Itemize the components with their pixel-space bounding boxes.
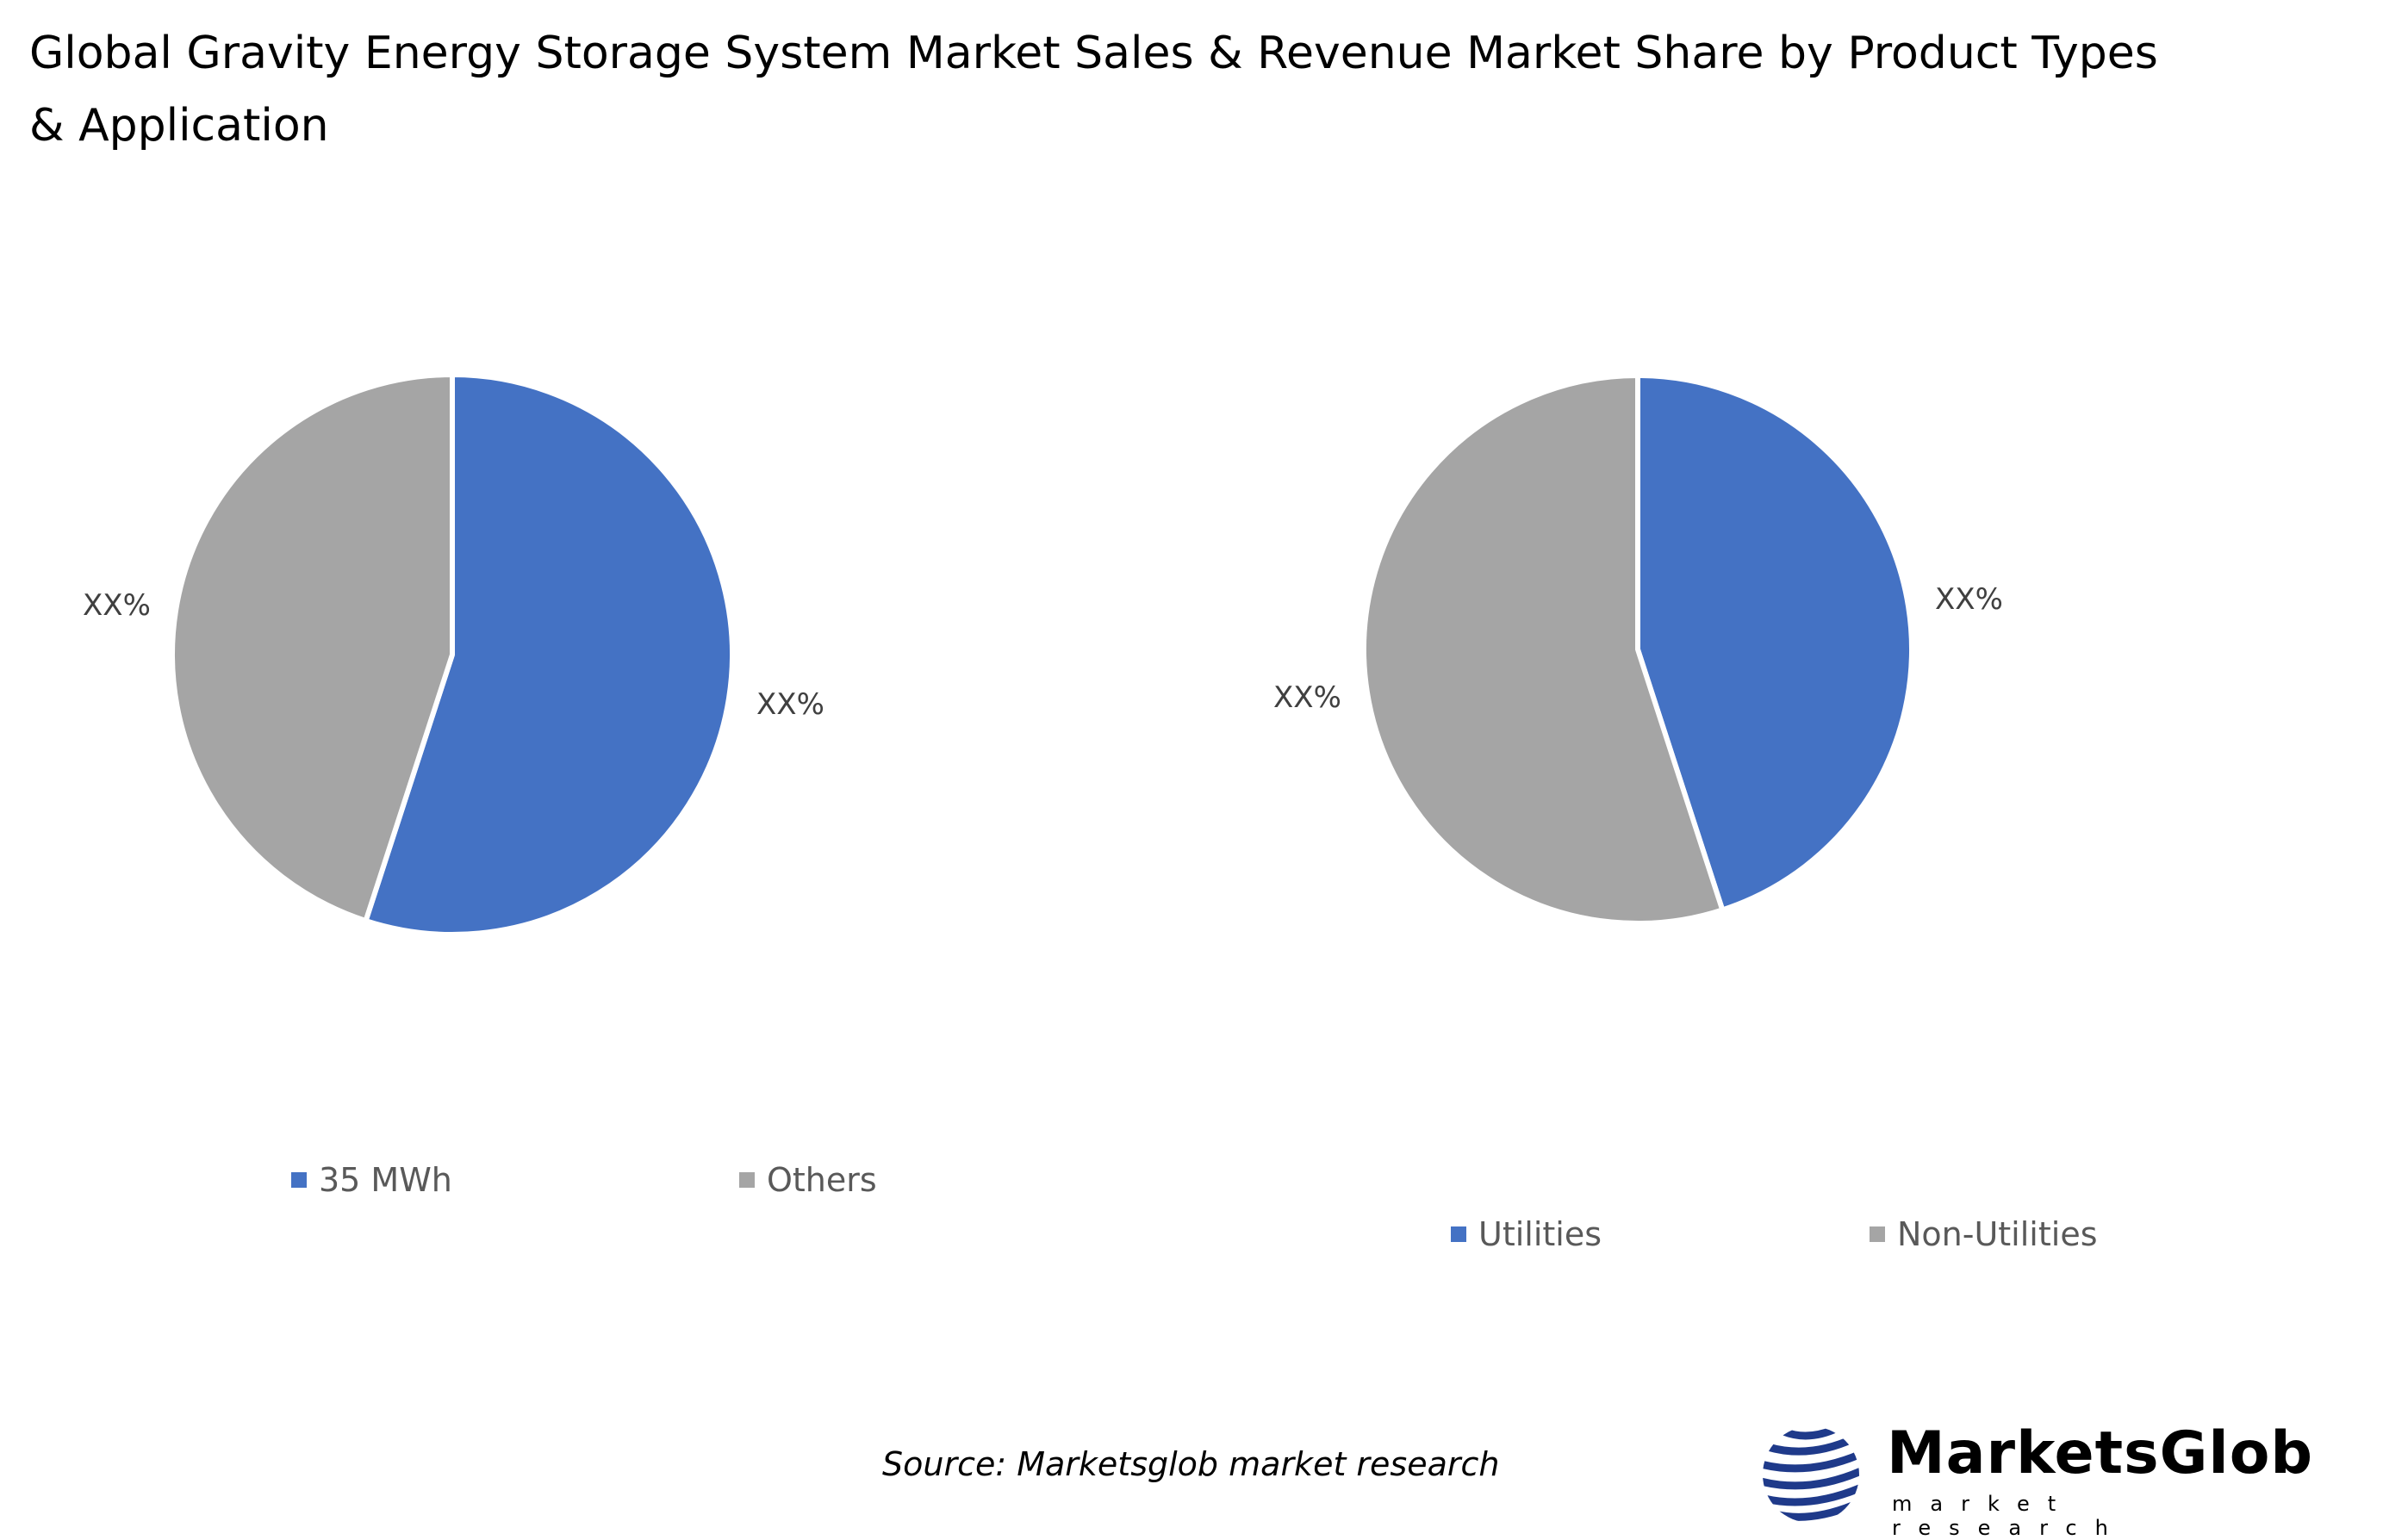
logo-brand: MarketsGlob [1887,1419,2314,1487]
legend-item-35mwh[interactable]: 35 MWh [291,1161,452,1199]
legend-swatch-blue-icon [1451,1226,1466,1242]
legend-label: Utilities [1478,1215,1602,1253]
pie-chart-product-types [170,372,736,937]
pie-slice-35mwh[interactable] [363,372,736,937]
legend-swatch-grey-icon [739,1172,755,1188]
pie-slice-others[interactable] [170,372,455,924]
pie-slice-utilities[interactable] [1635,373,1915,913]
legend-item-others[interactable]: Others [739,1161,877,1199]
pie-chart-application [1361,373,1915,926]
legend-item-utilities[interactable]: Utilities [1451,1215,1602,1253]
legend-swatch-blue-icon [291,1172,307,1188]
legend-label: Others [767,1161,877,1199]
pie-slice-non-utilities[interactable] [1361,373,1726,926]
legend-label: Non-Utilities [1897,1215,2098,1253]
data-label-35mwh: XX% [756,687,824,722]
page-title: Global Gravity Energy Storage System Mar… [29,17,2355,162]
source-note: Source: Marketsglob market research [882,1445,1500,1483]
legend-swatch-grey-icon [1870,1226,1885,1242]
legend-item-non-utilities[interactable]: Non-Utilities [1870,1215,2098,1253]
title-line-2: & Application [29,100,329,152]
marketsglob-logo: MarketsGlob market research [1758,1419,2326,1540]
logo-tagline: market research [1892,1492,2126,1540]
title-line-1: Global Gravity Energy Storage System Mar… [29,28,2158,79]
legend-label: 35 MWh [319,1161,452,1199]
data-label-utilities: XX% [1935,582,2003,617]
data-label-others: XX% [83,588,151,623]
globe-icon [1763,1426,1859,1521]
data-label-non-utilities: XX% [1273,680,1341,715]
